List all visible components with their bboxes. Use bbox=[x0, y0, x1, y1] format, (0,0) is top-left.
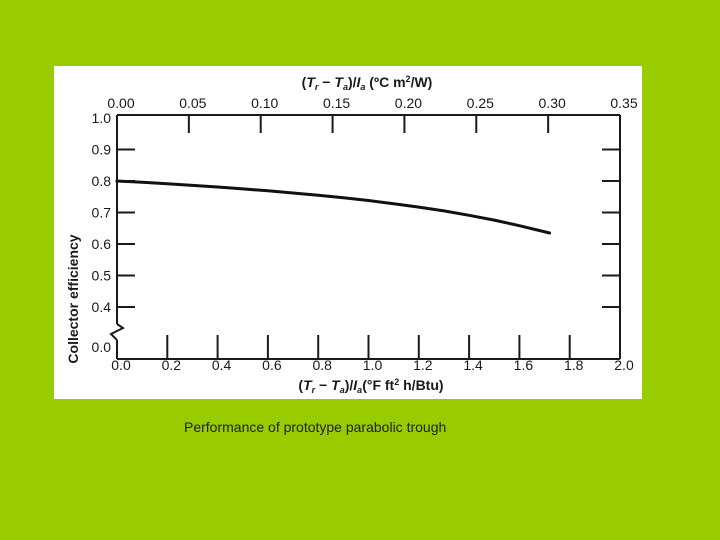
x-tick-label-top: 0.20 bbox=[395, 95, 422, 111]
y-tick-label: 0.9 bbox=[92, 142, 112, 158]
x-tick-label-top: 0.35 bbox=[610, 95, 637, 111]
x-tick-label-bottom: 0.0 bbox=[111, 357, 131, 373]
y-tick-label: 1.0 bbox=[92, 110, 112, 126]
x-tick-label-top: 0.00 bbox=[107, 95, 134, 111]
slide-caption: Performance of prototype parabolic troug… bbox=[184, 419, 447, 435]
y-axis-break-mark bbox=[109, 323, 125, 341]
x-tick-label-bottom: 0.8 bbox=[312, 357, 332, 373]
x-tick-label-bottom: 1.8 bbox=[564, 357, 584, 373]
y-axis-title: Collector efficiency bbox=[65, 234, 81, 363]
x-tick-label-bottom: 2.0 bbox=[614, 357, 634, 373]
x-tick-label-bottom: 1.6 bbox=[514, 357, 534, 373]
y-tick-label: 0.4 bbox=[92, 299, 112, 315]
y-tick-label: 0.0 bbox=[92, 339, 112, 355]
x-axis-title-bottom: (Tr − Ta)/Ia(°F ft2 h/Btu) bbox=[298, 377, 443, 395]
x-tick-label-bottom: 1.4 bbox=[463, 357, 483, 373]
x-tick-label-top: 0.25 bbox=[467, 95, 494, 111]
efficiency-curve bbox=[115, 179, 552, 235]
y-tick-label: 0.5 bbox=[92, 268, 112, 284]
x-tick-label-bottom: 1.2 bbox=[413, 357, 433, 373]
y-tick-label: 0.8 bbox=[92, 173, 112, 189]
x-tick-label-bottom: 0.4 bbox=[212, 357, 232, 373]
x-axis-title-top: (Tr − Ta)/Ia (ºC m2/W) bbox=[302, 74, 433, 92]
efficiency-chart: 0.0 0.2 0.4 0.6 0.8 1.0 1.2 1.4 1.6 1.8 2.0 0.00 0.0… bbox=[65, 74, 638, 395]
y-tick-label: 0.6 bbox=[92, 236, 112, 252]
x-tick-label-bottom: 0.2 bbox=[162, 357, 182, 373]
x-tick-label-top: 0.10 bbox=[251, 95, 278, 111]
y-tick-label: 0.7 bbox=[92, 205, 112, 221]
chart-frame: 0.0 0.2 0.4 0.6 0.8 1.0 1.2 1.4 1.6 1.8 2.0 0.00 0.0… bbox=[54, 66, 642, 399]
x-tick-label-bottom: 0.6 bbox=[262, 357, 282, 373]
x-tick-label-top: 0.30 bbox=[539, 95, 566, 111]
x-tick-label-top: 0.15 bbox=[323, 95, 350, 111]
x-tick-label-top: 0.05 bbox=[179, 95, 206, 111]
x-tick-label-bottom: 1.0 bbox=[363, 357, 383, 373]
